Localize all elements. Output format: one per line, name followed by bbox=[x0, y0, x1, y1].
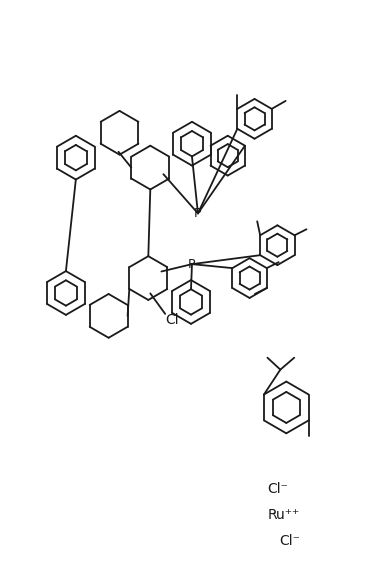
Text: P: P bbox=[188, 258, 196, 271]
Text: Cl⁻: Cl⁻ bbox=[279, 534, 300, 548]
Text: Ru⁺⁺: Ru⁺⁺ bbox=[267, 508, 300, 522]
Text: Cl: Cl bbox=[165, 313, 179, 327]
Text: Cl⁻: Cl⁻ bbox=[267, 482, 288, 496]
Text: P: P bbox=[194, 207, 202, 220]
